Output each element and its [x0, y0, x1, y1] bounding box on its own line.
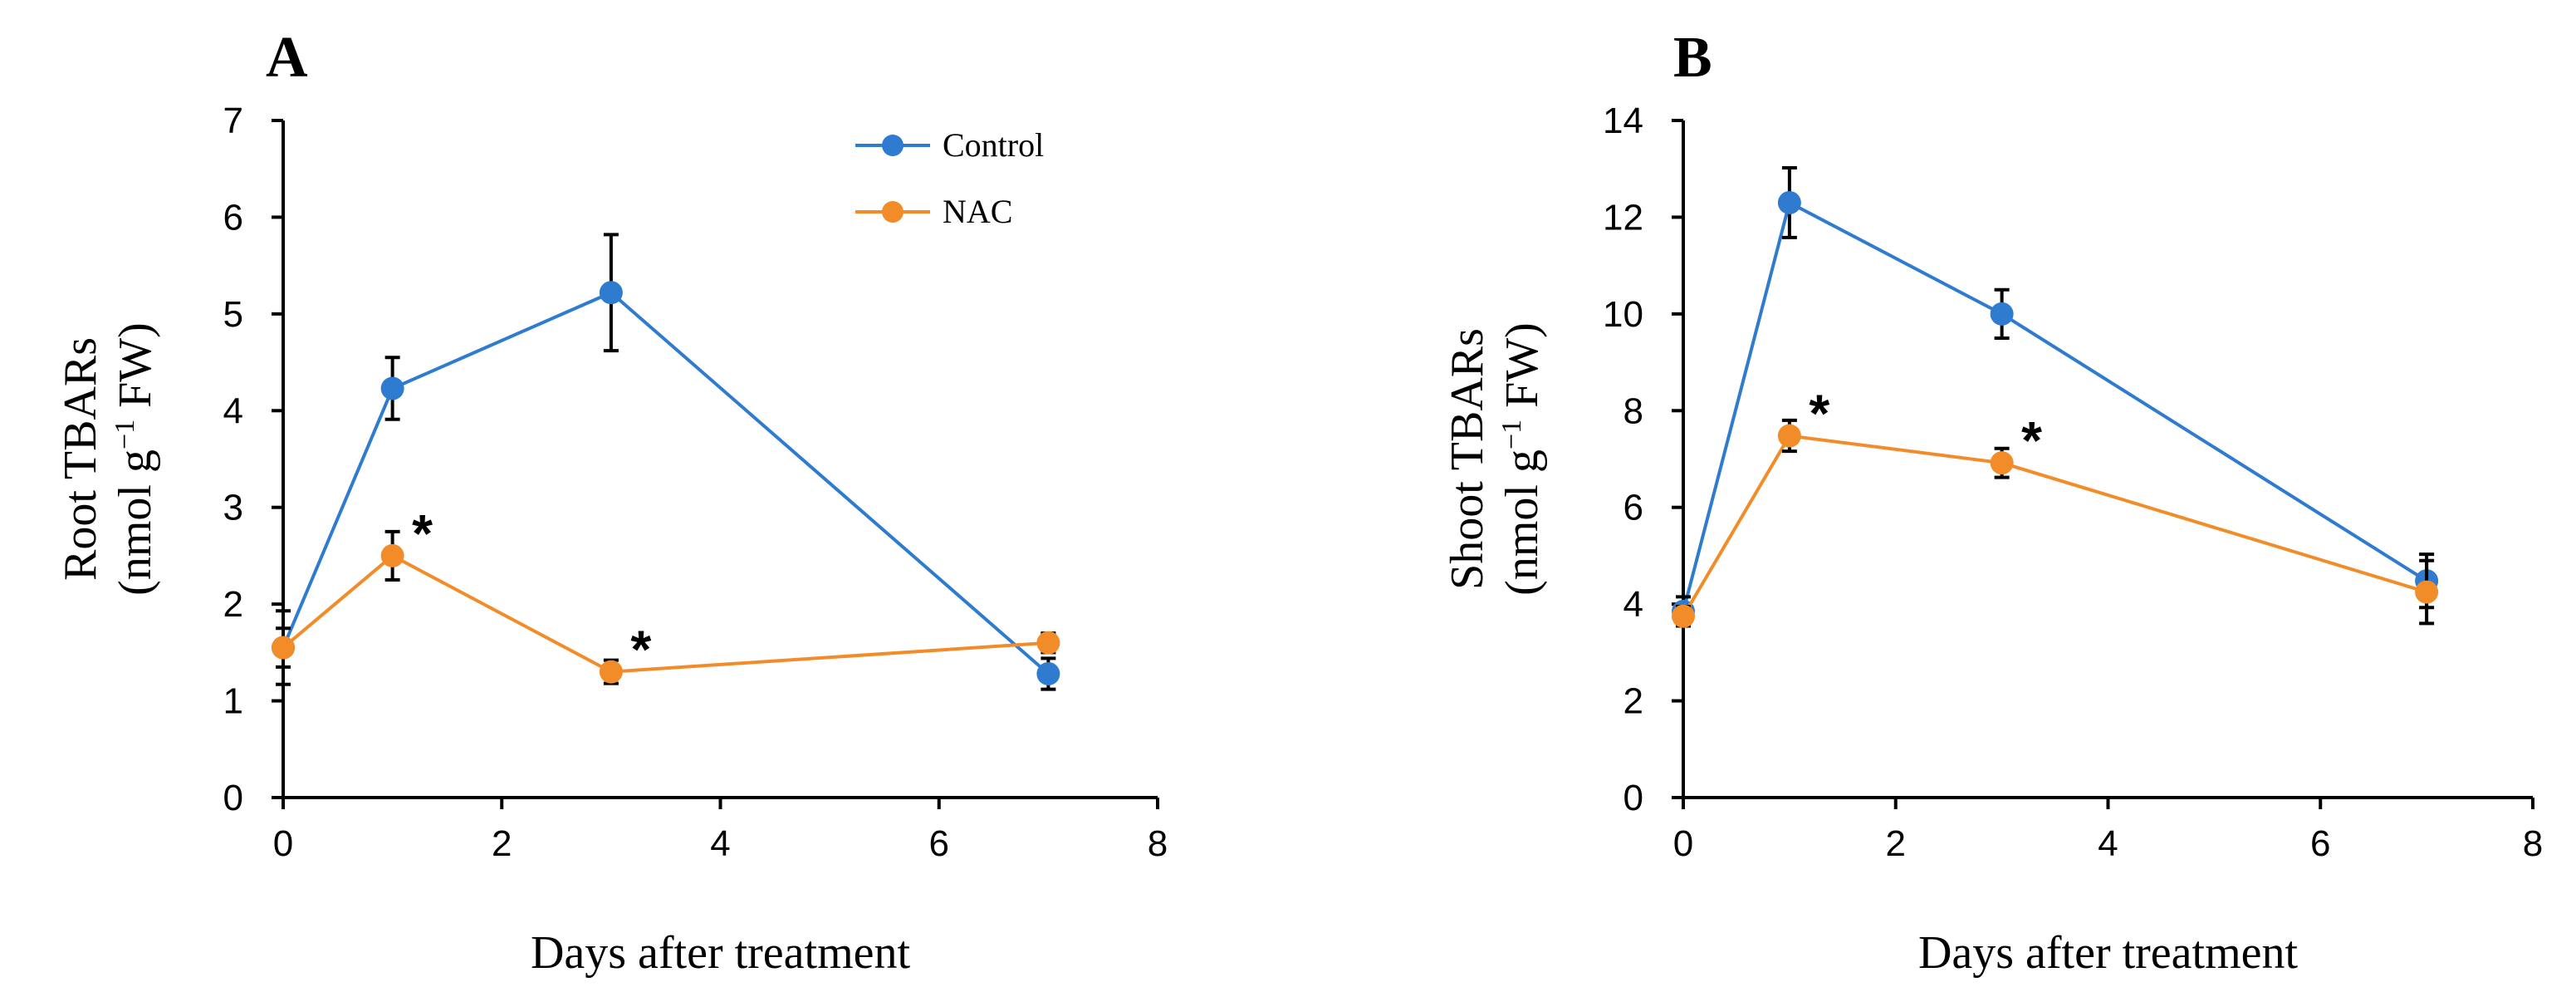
y-tick-label: 0 [1623, 778, 1643, 818]
y-tick-label: 2 [223, 584, 243, 625]
x-tick-label: 2 [1886, 823, 1906, 864]
y-axis-unit-superscript: −1 [110, 420, 140, 449]
y-axis-unit-text: (nmol g [110, 449, 161, 596]
data-point-control [599, 281, 623, 305]
y-tick-label: 4 [1623, 584, 1643, 625]
series-line-control [282, 290, 1050, 675]
x-tick-label: 8 [1148, 823, 1168, 864]
y-tick-label: 12 [1603, 197, 1643, 238]
legend-label-control: Control [943, 126, 1044, 164]
y-axis-title: Root TBARs [55, 337, 106, 581]
x-tick-label: 6 [929, 823, 949, 864]
significance-star: * [630, 620, 651, 680]
x-tick-label: 4 [710, 823, 730, 864]
series-line-control [1682, 200, 2428, 612]
x-tick-label: 2 [492, 823, 512, 864]
y-tick-label: 6 [1623, 488, 1643, 528]
y-axis-unit: (nmol g−1 FW) [1496, 322, 1548, 596]
data-point-nac [2415, 580, 2439, 604]
x-tick-label: 4 [2098, 823, 2118, 864]
y-axis-unit-superscript: −1 [1496, 420, 1527, 449]
data-point-control [1990, 302, 2014, 326]
y-tick-label: 7 [223, 101, 243, 141]
series-line-nac [282, 553, 1049, 674]
data-point-nac [1036, 631, 1060, 655]
y-axis-unit-tail: FW) [110, 322, 161, 420]
x-tick-label: 6 [2310, 823, 2330, 864]
chart-panel-a: A 0 1 2 3 4 5 6 7 0 2 4 6 8 Days after treatment Root T… [55, 26, 1168, 979]
y-axis-unit-tail: FW) [1496, 322, 1548, 420]
y-axis-unit: (nmol g−1 FW) [110, 322, 161, 596]
significance-star: * [1809, 384, 1829, 444]
data-point-nac [272, 636, 295, 660]
y-axis-unit-text: (nmol g [1496, 449, 1548, 596]
legend-marker-control [882, 135, 904, 156]
y-tick-label: 1 [223, 681, 243, 722]
panel-label: A [266, 26, 308, 90]
data-point-nac [1990, 451, 2014, 475]
data-point-control [380, 376, 404, 400]
x-axis-title: Days after treatment [531, 927, 911, 979]
x-tick-label: 0 [1673, 823, 1693, 864]
series-line-nac [1682, 434, 2427, 617]
x-tick-label: 0 [273, 823, 293, 864]
x-tick-label: 8 [2523, 823, 2543, 864]
chart-panel-b: B 0 2 4 6 8 10 12 14 0 2 4 6 8 Days after treatment Sho… [1442, 26, 2543, 979]
y-tick-label: 8 [1623, 390, 1643, 431]
data-point-nac [380, 543, 404, 567]
y-tick-label: 3 [223, 488, 243, 528]
y-tick-label: 10 [1603, 294, 1643, 335]
y-axis-title: Shoot TBARs [1442, 328, 1493, 590]
y-tick-label: 6 [223, 197, 243, 238]
data-point-control [1777, 190, 1801, 214]
x-axis-title: Days after treatment [1918, 927, 2299, 979]
significance-star: * [412, 503, 433, 563]
data-point-control [1036, 661, 1060, 685]
significance-star: * [2021, 410, 2042, 470]
y-tick-label: 0 [223, 778, 243, 818]
panel-label: B [1673, 26, 1712, 90]
y-tick-label: 5 [223, 294, 243, 335]
y-tick-label: 14 [1603, 101, 1643, 141]
data-point-nac [1672, 604, 1695, 628]
data-point-nac [1777, 424, 1801, 448]
y-tick-label: 2 [1623, 681, 1643, 722]
legend-marker-nac [882, 201, 904, 223]
y-tick-label: 4 [223, 390, 243, 431]
data-point-nac [599, 660, 623, 684]
legend-label-nac: NAC [943, 193, 1012, 230]
